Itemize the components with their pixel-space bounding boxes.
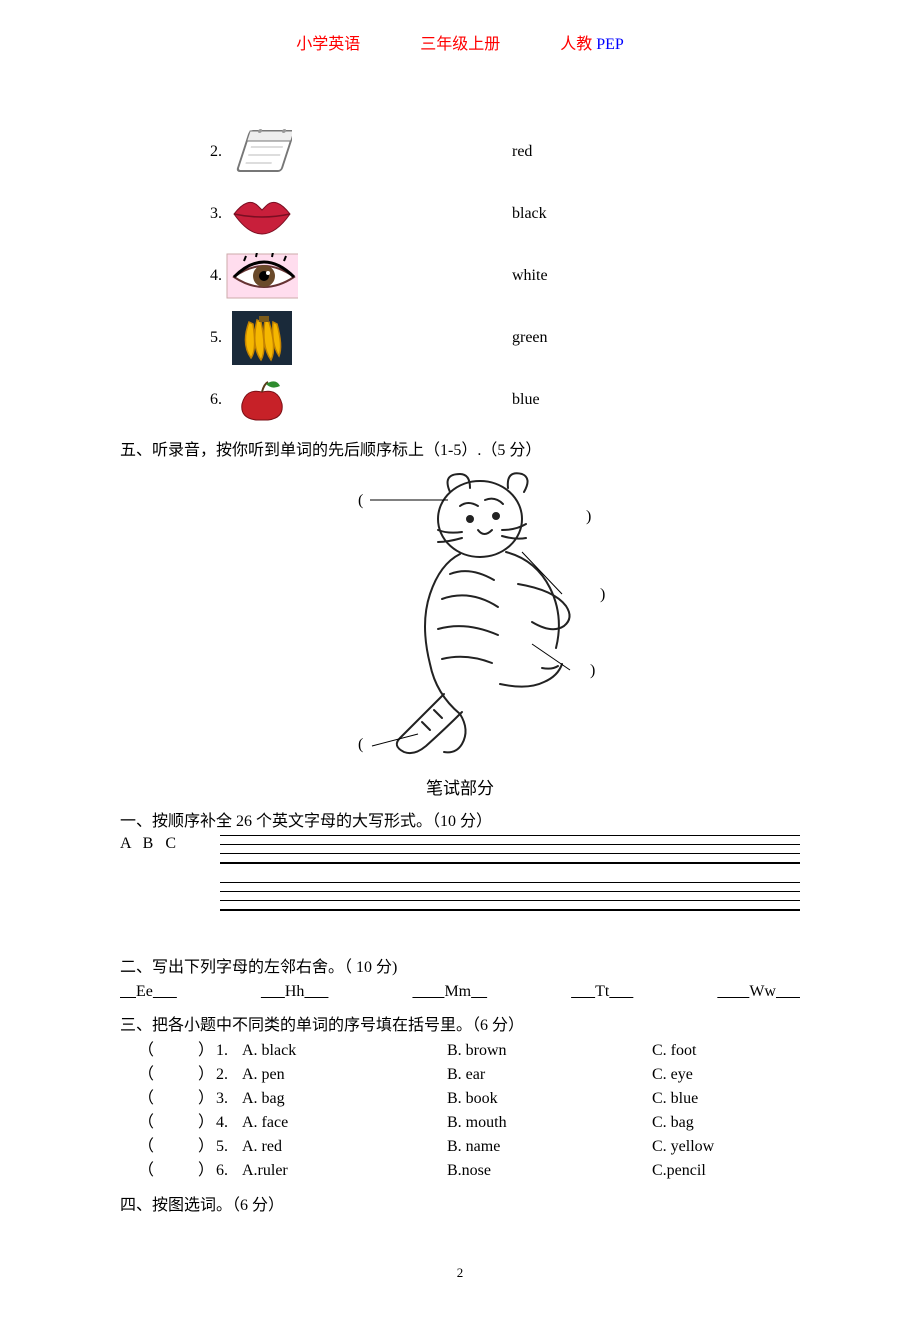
option-a[interactable]: A. pen [242, 1063, 447, 1087]
tiger-icon [310, 464, 610, 764]
paren-open: （ [138, 1063, 150, 1087]
neighbor-item[interactable]: Hh [261, 983, 329, 1001]
paren-open: （ [138, 1111, 150, 1135]
paren-close: ） [198, 1039, 216, 1063]
choice-row[interactable]: （ ） 6. A.ruler B.nose C.pencil [138, 1159, 800, 1183]
answer-blank[interactable] [150, 1135, 198, 1159]
match-row: 3. black [200, 186, 800, 242]
match-num: 2. [200, 143, 222, 161]
calendar-icon [226, 124, 298, 180]
eye-icon [226, 248, 298, 304]
answer-blank[interactable] [150, 1063, 198, 1087]
option-b[interactable]: B. book [447, 1087, 652, 1111]
paren-close: ） [198, 1135, 216, 1159]
question-number: 6. [216, 1159, 242, 1183]
match-row: 6. blue [200, 372, 800, 428]
option-c[interactable]: C. yellow [652, 1135, 714, 1159]
header-mid: 三年级上册 [420, 30, 500, 54]
choice-row[interactable]: （ ） 5. A. red B. name C. yellow [138, 1135, 800, 1159]
choice-table: （ ） 1. A. black B. brown C. foot （ ） 2. … [138, 1039, 800, 1183]
tiger-diagram: ( ) ) ) ( [260, 464, 660, 764]
option-c[interactable]: C. bag [652, 1111, 694, 1135]
header-left: 小学英语 [296, 30, 360, 54]
match-row: 5. green [200, 310, 800, 366]
match-row: 4. white [200, 248, 800, 304]
match-word: white [512, 267, 548, 285]
match-num: 4. [200, 267, 222, 285]
blank-foot[interactable]: ) [590, 662, 595, 680]
option-a[interactable]: A. bag [242, 1087, 447, 1111]
written-2-title: 二、写出下列字母的左邻右舍。（ 10 分) [120, 953, 800, 977]
choice-row[interactable]: （ ） 1. A. black B. brown C. foot [138, 1039, 800, 1063]
answer-blank[interactable] [150, 1039, 198, 1063]
written-1-title: 一、按顺序补全 26 个英文字母的大写形式。（10 分） [120, 807, 800, 831]
match-num: 5. [200, 329, 222, 347]
blank-tail[interactable]: ( [358, 736, 363, 754]
bananas-icon [226, 310, 298, 366]
match-word: black [512, 205, 547, 223]
page-header: 小学英语 三年级上册 人教 PEP [120, 30, 800, 54]
abc-label: A B C [120, 835, 220, 929]
option-b[interactable]: B. brown [447, 1039, 652, 1063]
section-5-title: 五、听录音，按你听到单词的先后顺序标上（1-5）.（5 分） [120, 436, 800, 460]
paren-open: （ [138, 1159, 150, 1183]
question-number: 5. [216, 1135, 242, 1159]
blank-head[interactable]: ) [586, 508, 591, 526]
option-c[interactable]: C. blue [652, 1087, 698, 1111]
option-a[interactable]: A.ruler [242, 1159, 447, 1183]
lips-icon [226, 186, 298, 242]
matching-block: 2. red 3. black 4. white 5. green 6. blu… [120, 124, 800, 428]
header-right: 人教 PEP [560, 30, 624, 54]
answer-blank[interactable] [150, 1111, 198, 1135]
ruled-lines-2[interactable] [220, 882, 800, 911]
paren-close: ） [198, 1063, 216, 1087]
question-number: 4. [216, 1111, 242, 1135]
question-number: 1. [216, 1039, 242, 1063]
written-3-title: 三、把各小题中不同类的单词的序号填在括号里。（6 分） [120, 1011, 800, 1035]
option-c[interactable]: C. eye [652, 1063, 693, 1087]
match-word: green [512, 329, 548, 347]
paren-close: ） [198, 1087, 216, 1111]
neighbor-row[interactable]: Ee Hh Mm Tt Ww [120, 983, 800, 1001]
written-4-title: 四、按图选词。（6 分） [120, 1191, 800, 1215]
blank-arm[interactable]: ) [600, 586, 605, 604]
answer-blank[interactable] [150, 1087, 198, 1111]
option-a[interactable]: A. red [242, 1135, 447, 1159]
apple-icon [226, 372, 298, 428]
neighbor-item[interactable]: Mm [412, 983, 487, 1001]
choice-row[interactable]: （ ） 4. A. face B. mouth C. bag [138, 1111, 800, 1135]
option-c[interactable]: C.pencil [652, 1159, 706, 1183]
neighbor-item[interactable]: Tt [571, 983, 633, 1001]
ruled-lines-1[interactable] [220, 835, 800, 864]
choice-row[interactable]: （ ） 3. A. bag B. book C. blue [138, 1087, 800, 1111]
match-row: 2. red [200, 124, 800, 180]
written-part-title: 笔试部分 [120, 774, 800, 799]
match-num: 3. [200, 205, 222, 223]
option-c[interactable]: C. foot [652, 1039, 696, 1063]
page-number: 2 [120, 1265, 800, 1281]
paren-open: （ [138, 1135, 150, 1159]
choice-row[interactable]: （ ） 2. A. pen B. ear C. eye [138, 1063, 800, 1087]
match-num: 6. [200, 391, 222, 409]
alphabet-writing-area: A B C [120, 835, 800, 929]
blank-ear[interactable]: ( [358, 492, 363, 510]
option-a[interactable]: A. face [242, 1111, 447, 1135]
paren-open: （ [138, 1087, 150, 1111]
paren-close: ） [198, 1159, 216, 1183]
option-a[interactable]: A. black [242, 1039, 447, 1063]
option-b[interactable]: B. name [447, 1135, 652, 1159]
paren-close: ） [198, 1111, 216, 1135]
neighbor-item[interactable]: Ee [120, 983, 177, 1001]
question-number: 2. [216, 1063, 242, 1087]
match-word: red [512, 143, 532, 161]
paren-open: （ [138, 1039, 150, 1063]
option-b[interactable]: B. mouth [447, 1111, 652, 1135]
option-b[interactable]: B.nose [447, 1159, 652, 1183]
question-number: 3. [216, 1087, 242, 1111]
neighbor-item[interactable]: Ww [717, 983, 800, 1001]
answer-blank[interactable] [150, 1159, 198, 1183]
match-word: blue [512, 391, 540, 409]
option-b[interactable]: B. ear [447, 1063, 652, 1087]
